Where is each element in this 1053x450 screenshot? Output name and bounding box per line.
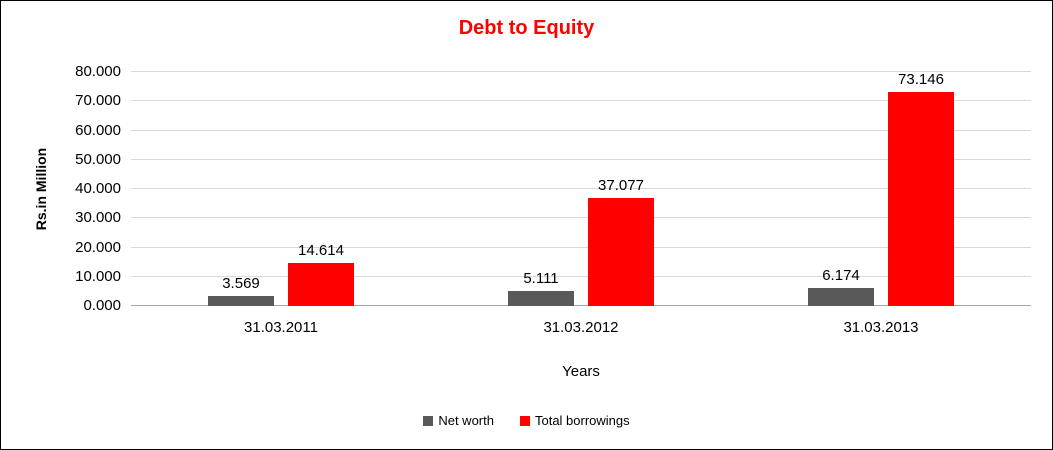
y-tick-label: 50.000 — [75, 150, 121, 168]
bar-with-label: 73.146 — [888, 71, 954, 306]
gridline — [131, 100, 1031, 102]
y-tick-label: 20.000 — [75, 238, 121, 256]
y-tick-label: 80.000 — [75, 63, 121, 80]
gridline — [131, 188, 1031, 189]
legend-swatch-total-borrowings — [519, 415, 530, 426]
gridline — [131, 158, 1031, 160]
bar-with-label: 14.614 — [288, 242, 354, 306]
bar-net-worth — [808, 287, 874, 306]
gridline — [131, 246, 1031, 248]
data-label: 37.077 — [598, 176, 644, 194]
y-tick-label: 40.000 — [75, 180, 121, 197]
bar-total-borrowings — [588, 197, 654, 306]
bar-total-borrowings — [288, 263, 354, 306]
bar-group: 6.174 73.146 — [731, 71, 1031, 306]
bar-with-label: 5.111 — [508, 270, 574, 306]
gridline — [131, 129, 1031, 131]
y-tick-label: 0.000 — [83, 297, 121, 314]
y-axis-title: Rs.in Million — [33, 147, 49, 231]
data-label: 3.569 — [222, 274, 260, 292]
legend-swatch-net-worth — [423, 415, 434, 426]
data-label: 14.614 — [298, 242, 344, 260]
x-tick-label: 31.03.2012 — [543, 319, 619, 336]
data-label: 73.146 — [898, 71, 944, 89]
bar-with-label: 37.077 — [588, 177, 654, 306]
bar-groups: 3.569 14.614 5.111 37.077 6.174 73.146 — [131, 71, 1031, 306]
legend-item-total-borrowings: Total borrowings — [519, 413, 630, 428]
chart-title: Debt to Equity — [458, 17, 595, 39]
bar-net-worth — [508, 291, 574, 306]
y-tick-label: 10.000 — [75, 267, 121, 285]
x-tick-label: 31.03.2013 — [843, 319, 919, 336]
gridline — [131, 275, 1031, 277]
plot-area: 0.000 10.000 20.000 30.000 40.000 50.000 60.00… — [75, 63, 1031, 314]
x-axis-line — [131, 305, 1031, 306]
y-tick-label: 30.000 — [75, 209, 121, 227]
x-axis-labels: 31.03.2011 31.03.2012 31.03.2013 — [131, 319, 1031, 336]
y-tick-label: 70.000 — [75, 92, 121, 110]
bar-group: 5.111 37.077 — [431, 72, 731, 306]
bar-total-borrowings — [888, 92, 954, 306]
bar-with-label: 6.174 — [808, 267, 874, 306]
legend-item-net-worth: Net worth — [423, 413, 494, 428]
x-tick-label: 31.03.2011 — [244, 319, 318, 336]
bar-net-worth — [208, 295, 274, 306]
y-tick-label: 60.000 — [75, 121, 121, 139]
gridline — [131, 217, 1031, 219]
gridline — [131, 71, 1031, 72]
legend-label: Net worth — [438, 413, 494, 428]
data-label: 6.174 — [822, 266, 860, 284]
x-axis-title: Years — [562, 363, 600, 380]
bar-group: 3.569 14.614 — [131, 72, 431, 306]
legend-label: Total borrowings — [534, 413, 630, 428]
data-label: 5.111 — [523, 270, 559, 288]
bar-with-label: 3.569 — [208, 275, 274, 306]
legend: Net worth Total borrowings — [1, 413, 1052, 428]
